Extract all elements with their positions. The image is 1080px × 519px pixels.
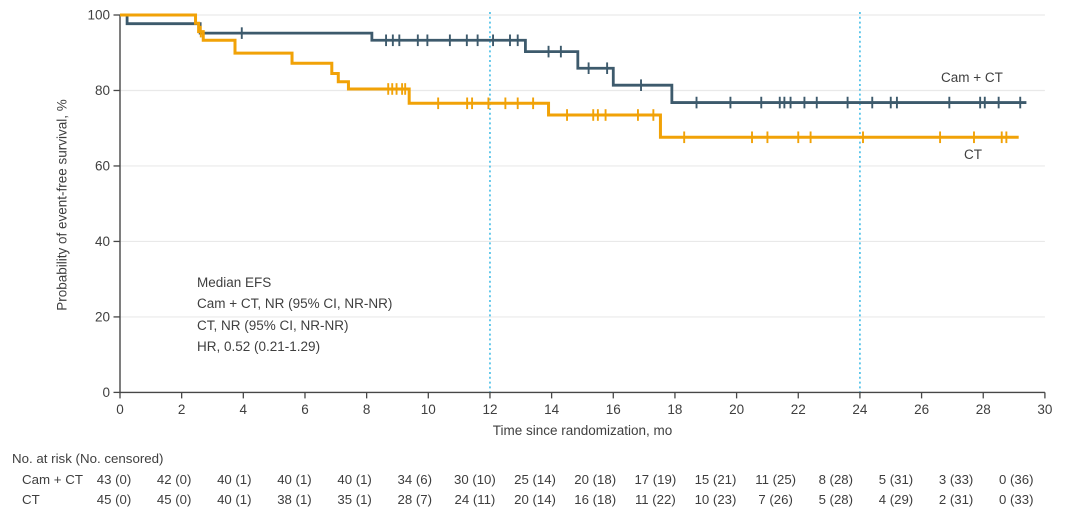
risk-value: 15 (21) [695,472,737,487]
risk-value: 17 (19) [634,472,676,487]
x-tick-label: 20 [729,402,744,417]
risk-value: 11 (22) [635,492,676,507]
x-tick-label: 30 [1037,402,1052,417]
risk-value: 40 (1) [217,492,251,507]
risk-table-header: No. at risk (No. censored) [12,451,164,466]
risk-table-values: 43 (0) 42 (0) 40 (1) 40 (1) 40 (1) 34 (6) 30 (… [97,472,1034,507]
y-axis-title: Probability of event-free survival, % [54,99,70,311]
km-curve [120,13,1019,139]
risk-value: 43 (0) [97,472,131,487]
x-tick-label: 16 [606,402,621,417]
curve-label-cam-ct: Cam + CT [941,70,1003,85]
annotation-line-hr: HR, 0.52 (0.21-1.29) [197,339,321,355]
risk-value: 25 (14) [514,472,556,487]
x-tick-label: 8 [363,402,371,417]
risk-value: 7 (26) [758,492,792,507]
risk-value: 20 (18) [574,472,616,487]
risk-value: 8 (28) [819,472,853,487]
risk-value: 10 (23) [695,492,737,507]
y-tick-label: 80 [95,83,110,98]
y-tick-label: 20 [95,310,110,325]
risk-value: 45 (0) [97,492,131,507]
x-tick-label: 18 [667,402,682,417]
risk-value: 16 (18) [574,492,616,507]
gridlines [120,14,1045,318]
risk-value: 0 (33) [999,492,1033,507]
y-tick-label: 40 [95,234,110,249]
risk-value: 11 (25) [755,472,796,487]
y-tick-label: 60 [95,159,110,174]
risk-value: 40 (1) [217,472,251,487]
risk-row-label-ct: CT [22,492,40,507]
x-axis-title: Time since randomization, mo [492,423,673,438]
risk-value: 40 (1) [277,472,311,487]
km-series-ct [120,13,1019,144]
km-series-cam-ct [120,13,1027,109]
risk-row-label-cam-ct: Cam + CT [22,472,83,487]
x-tick-label: 28 [976,402,991,417]
annotation-line-cam-ct: Cam + CT, NR (95% CI, NR-NR) [197,296,393,312]
annotation-line-median-efs: Median EFS [197,275,272,290]
y-tick-label: 0 [102,385,110,400]
risk-value: 5 (31) [879,472,913,487]
risk-value: 24 (11) [454,492,495,507]
y-tick-label: 100 [87,8,110,23]
median-efs-annotation: Median EFS Cam + CT, NR (95% CI, NR-NR) … [197,272,392,358]
x-tick-label: 6 [301,402,309,417]
risk-value: 45 (0) [157,492,191,507]
x-tick-label: 22 [791,402,806,417]
annotation-line-ct: CT, NR (95% CI, NR-NR) [197,317,349,333]
x-tick-label: 26 [914,402,929,417]
risk-value: 28 (7) [398,492,432,507]
risk-value: 5 (28) [819,492,853,507]
x-tick-label: 0 [116,402,124,417]
x-tick-label: 24 [852,402,868,417]
risk-value: 34 (6) [398,472,432,487]
risk-value: 38 (1) [277,492,311,507]
curve-label-ct: CT [964,147,982,162]
risk-value: 0 (36) [999,472,1033,487]
risk-value: 42 (0) [157,472,191,487]
risk-value: 30 (10) [454,472,496,487]
risk-value: 2 (31) [939,492,973,507]
km-curve [120,13,1027,104]
x-tick-label: 14 [544,402,560,417]
risk-value: 20 (14) [514,492,556,507]
risk-value: 4 (29) [879,492,913,507]
risk-value: 3 (33) [939,472,973,487]
risk-value: 35 (1) [337,492,371,507]
risk-value: 40 (1) [337,472,371,487]
x-tick-label: 12 [482,402,497,417]
x-tick-label: 2 [178,402,186,417]
x-tick-label: 4 [240,402,248,417]
reference-lines [489,12,861,393]
x-tick-label: 10 [421,402,436,417]
